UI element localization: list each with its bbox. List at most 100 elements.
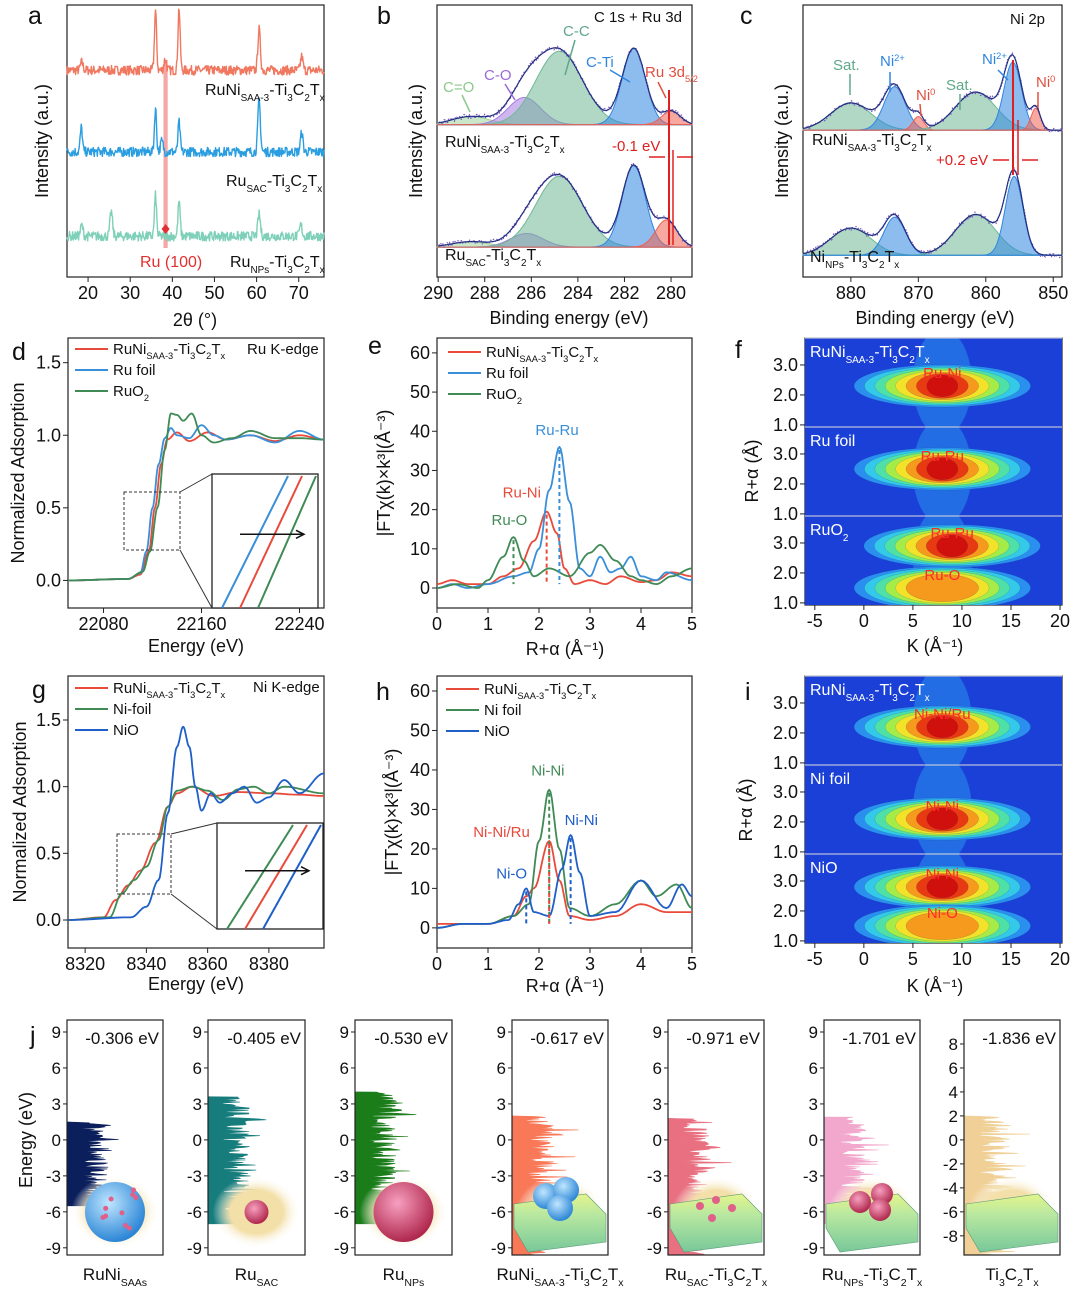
x-tick-label: 22240 (274, 614, 324, 634)
x-tick-label: 290 (423, 283, 453, 303)
x-tick-label: 0 (859, 949, 869, 969)
y-tick-label: 9 (653, 1023, 662, 1042)
sample-label: Ni foil (810, 771, 850, 788)
x-tick-label: 60 (247, 283, 267, 303)
x-tick-label: 282 (609, 283, 639, 303)
panel-g: 8320 8340 8360 8380 0.0 0.5 1.0 1.5 gNormalized … (10, 675, 325, 994)
text-part: Ru foil (113, 362, 156, 379)
text-part: 2 (302, 184, 308, 195)
text-part: 2 (304, 93, 310, 104)
y-tick-label: 6 (340, 1059, 349, 1078)
text-part: 0 (930, 87, 935, 97)
annotation-arrow (564, 39, 576, 76)
text-part: x (594, 354, 599, 364)
component-label: C-O (484, 67, 512, 84)
text-part: C (195, 341, 206, 358)
text-part: C (290, 173, 302, 190)
text-part: -Ti (173, 341, 190, 358)
text-part: T (550, 134, 560, 151)
text-part: Ru (665, 1265, 687, 1284)
y-tick-label: -3 (334, 1167, 349, 1186)
y-axis-title: Intensity (a.u.) (772, 84, 792, 198)
single-atom (728, 1204, 736, 1212)
text-part: 2 (879, 260, 885, 271)
text-part: T (310, 254, 320, 271)
d-band-center-value: -0.617 eV (530, 1029, 604, 1048)
text-part: x (927, 143, 932, 154)
text-part: SAC (246, 184, 266, 195)
y-tick-label: -9 (491, 1239, 506, 1258)
text-part: Ni-foil (113, 701, 151, 718)
text-part: RuNi (810, 344, 846, 361)
text-part: Sat. (833, 57, 860, 74)
series-label: RuNiSAA-3-Ti3C2Tx (205, 82, 325, 104)
text-part: T (582, 681, 591, 698)
y-tick-label: -3 (491, 1167, 506, 1186)
y-tick-label: 0 (340, 1131, 349, 1150)
series-line (436, 445, 693, 589)
sample-label: RuSAC (235, 1265, 279, 1289)
y-tick-label: -6 (647, 1203, 662, 1222)
text-part: RuO (810, 522, 843, 539)
nanoparticle-illustration (373, 1182, 434, 1242)
text-part: C (898, 682, 910, 699)
y-tick-label: 1.0 (36, 425, 61, 445)
text-part: RuNi (812, 132, 848, 149)
annotation-arrow (997, 69, 1009, 81)
legend-label: Ru foil (486, 365, 529, 382)
text-part: x (762, 1277, 768, 1289)
text-part: x (925, 693, 930, 704)
text-part: 3 (561, 691, 566, 701)
nanoparticle-illustration (244, 1200, 269, 1224)
text-part: Ru 3d (645, 64, 685, 81)
x-tick-label: 0 (432, 614, 442, 634)
text-part: T (584, 344, 593, 361)
y-tick-label: 0.0 (36, 910, 61, 930)
peak-label: Ni-O (496, 865, 527, 882)
y-tick-label: -9 (187, 1239, 202, 1258)
text-part: RuNi (486, 344, 519, 361)
x-tick-label: 5 (908, 949, 918, 969)
inset-connector (170, 822, 218, 930)
text-part: Ru (822, 1265, 844, 1284)
text-part: Ru (445, 247, 465, 264)
text-part: C (293, 82, 305, 99)
y-tick-label: -9 (46, 1239, 61, 1258)
text-part: 3 (862, 260, 868, 271)
sample-label: RuNiSAAs (83, 1265, 147, 1289)
y-axis-title: Normalized Adsorption (8, 382, 28, 563)
component-label: Ni2+ (880, 53, 905, 70)
ni-atom-dot (119, 1210, 125, 1216)
text-part: -Ti (708, 1265, 727, 1284)
raw-spectrum (437, 162, 693, 248)
y-tick-label: 3 (340, 1095, 349, 1114)
ru-100-highlight-band (163, 60, 168, 248)
y-tick-label: 1.0 (773, 753, 798, 773)
text-part: -Ti (874, 344, 892, 361)
panel-letter: j (29, 1022, 36, 1050)
x-tick-label: -5 (807, 611, 823, 631)
text-part: SAC (257, 1277, 279, 1289)
y-tick-label: 6 (193, 1059, 202, 1078)
x-tick-label: 2 (534, 954, 544, 974)
heatmap-subpanel: Ru-Ru (805, 427, 1062, 516)
y-tick-label: 9 (340, 1023, 349, 1042)
text-part: C=O (443, 79, 474, 96)
text-part: Ti (985, 1265, 999, 1284)
text-part: 3 (287, 265, 293, 276)
annotation-arrow (609, 69, 631, 83)
x-tick-label: 280 (656, 283, 686, 303)
x-tick-label: 10 (952, 949, 972, 969)
plot-frame (436, 337, 693, 609)
y-tick-label: 3 (653, 1095, 662, 1114)
x-tick-label: 15 (1001, 949, 1021, 969)
series-line (68, 412, 324, 582)
fit-component (436, 110, 693, 126)
panel-letter: g (32, 676, 46, 704)
text-part: NPs (250, 265, 269, 276)
panel-a: 20 30 40 50 60 70 a Intensity (a.u.) 2θ (°) Ru (1… (28, 2, 325, 330)
x-tick-label: 5 (687, 614, 697, 634)
y-axis-title: R+α (Å) (736, 779, 756, 842)
component-label: C=O (443, 79, 474, 96)
legend-label: RuNiSAA-3-Ti3C2Tx (486, 344, 599, 364)
